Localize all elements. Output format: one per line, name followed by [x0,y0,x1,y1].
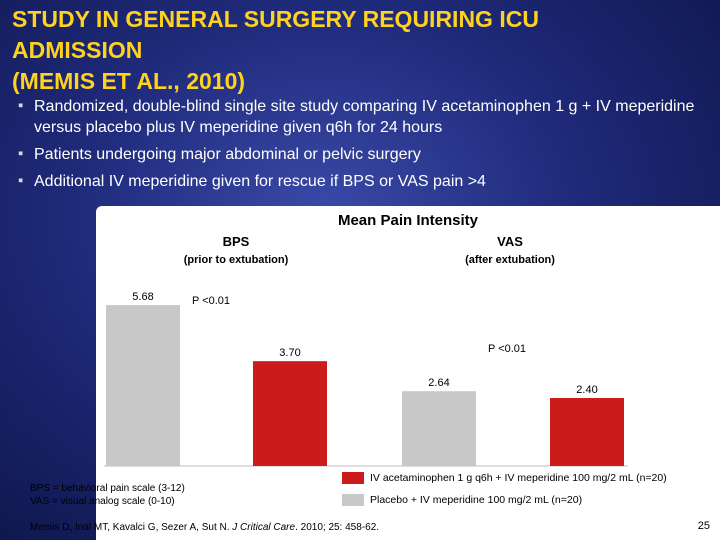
data-label-bps-series-1: 3.70 [279,347,300,359]
group-sublabel-bps: (prior to extubation) [183,254,289,266]
p-value-vas: P <0.01 [488,343,526,355]
abbreviation-vas: VAS = visual analog scale (0-10) [30,496,175,507]
title-line-2: Admission [12,37,143,63]
legend-swatch-acetaminophen [342,472,364,484]
chart-panel: Mean Pain Intensity BPS (prior to extuba… [96,206,720,540]
bar-bps-series-0 [106,305,180,466]
legend-label-acetaminophen: IV acetaminophen 1 g q6h + IV meperidine… [370,472,667,484]
citation: Memis D, Inal MT, Kavalci G, Sezer A, Su… [30,522,379,533]
bullet-list: Randomized, double-blind single site stu… [18,95,708,198]
legend: IV acetaminophen 1 g q6h + IV meperidine… [342,470,667,514]
abbreviation-bps: BPS = behavioral pain scale (3-12) [30,483,185,494]
legend-item-acetaminophen: IV acetaminophen 1 g q6h + IV meperidine… [342,470,667,492]
bullet-item: Additional IV meperidine given for rescu… [18,170,708,192]
title-line-3: (Memis et al., 2010) [12,68,246,94]
p-value-bps: P <0.01 [192,295,230,307]
chart-title: Mean Pain Intensity [337,212,479,229]
citation-details: . 2010; 25: 458-62. [295,522,380,533]
bar-vas-series-1 [550,398,624,466]
abbreviations: BPS = behavioral pain scale (3-12) VAS =… [30,482,185,508]
legend-label-placebo: Placebo + IV meperidine 100 mg/2 mL (n=2… [370,494,583,506]
citation-journal: J Critical Care [232,522,296,533]
bar-vas-series-0 [402,391,476,466]
bar-chart: 5.68 2.64 3.70 2.40 P <0.01 P <0.01 [104,291,628,467]
legend-item-placebo: Placebo + IV meperidine 100 mg/2 mL (n=2… [342,492,667,514]
slide-title: Study in General Surgery Requiring ICU A… [12,4,712,97]
citation-authors: Memis D, Inal MT, Kavalci G, Sezer A, Su… [30,522,233,533]
bullet-item: Randomized, double-blind single site stu… [18,95,708,138]
legend-swatch-placebo [342,494,364,506]
group-label-vas: VAS [497,234,523,249]
page-number: 25 [697,520,710,532]
title-line-1: Study in General Surgery Requiring ICU [12,6,539,32]
bullet-item: Patients undergoing major abdominal or p… [18,143,708,165]
group-sublabel-vas: (after extubation) [465,254,555,266]
data-label-vas-series-1: 2.40 [576,384,597,396]
group-label-bps: BPS [222,234,250,249]
data-label-vas-series-0: 2.64 [428,377,449,389]
data-label-bps-series-0: 5.68 [132,291,153,303]
bar-bps-series-1 [253,361,327,466]
